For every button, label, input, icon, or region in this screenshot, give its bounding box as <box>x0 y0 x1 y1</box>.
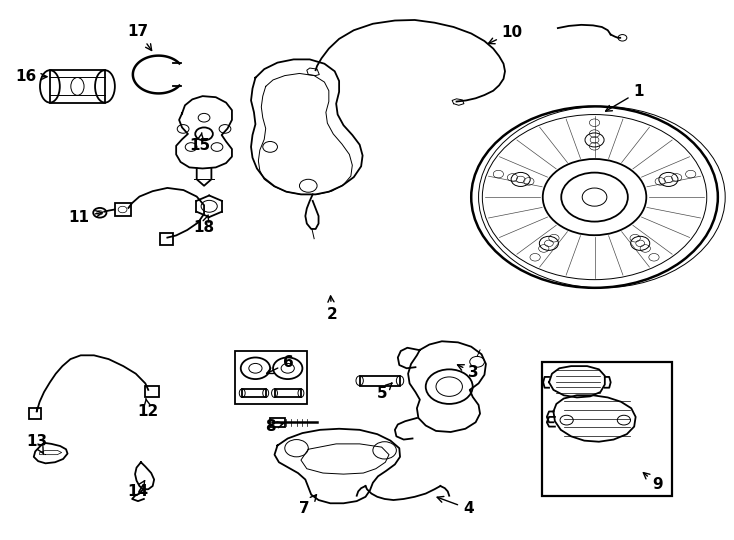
Text: 13: 13 <box>26 434 47 455</box>
Bar <box>270 418 285 427</box>
Text: 1: 1 <box>606 84 644 111</box>
Text: 16: 16 <box>15 69 47 84</box>
Bar <box>242 389 266 397</box>
Text: 8: 8 <box>265 419 283 434</box>
Bar <box>275 389 301 397</box>
Text: 11: 11 <box>69 210 102 225</box>
Text: 5: 5 <box>377 383 392 401</box>
Text: 10: 10 <box>488 25 523 44</box>
Text: 17: 17 <box>128 24 152 50</box>
Text: 14: 14 <box>128 481 148 499</box>
Text: 6: 6 <box>266 355 294 374</box>
Text: 12: 12 <box>138 399 159 419</box>
Bar <box>115 203 131 216</box>
Text: 15: 15 <box>189 133 210 153</box>
Text: 2: 2 <box>327 296 337 322</box>
Text: 7: 7 <box>299 495 316 516</box>
Bar <box>29 408 41 419</box>
Bar <box>235 351 307 404</box>
Text: 18: 18 <box>194 215 214 235</box>
Text: 3: 3 <box>457 364 479 380</box>
Bar <box>50 70 105 103</box>
Bar <box>542 362 672 496</box>
Bar <box>160 233 173 245</box>
Text: 4: 4 <box>437 496 473 516</box>
Text: 9: 9 <box>643 472 663 492</box>
Bar <box>360 376 400 386</box>
Bar <box>145 386 159 397</box>
